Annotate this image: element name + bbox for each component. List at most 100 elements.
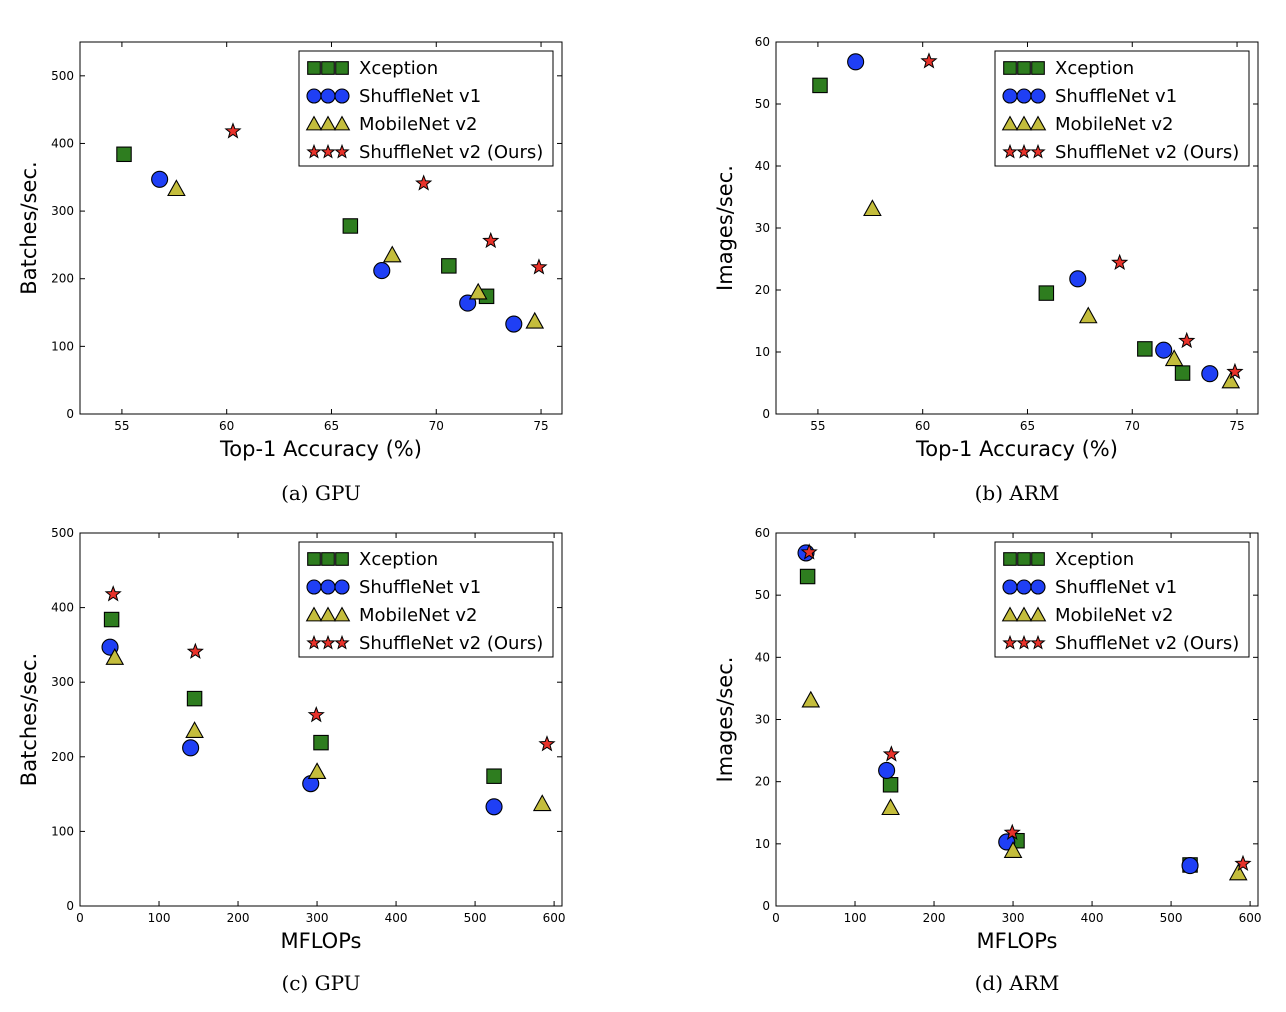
- y-tick-label: 60: [755, 35, 770, 49]
- subfigure-caption: (c) GPU: [281, 971, 360, 995]
- legend-marker: [333, 115, 351, 131]
- y-tick-label: 100: [51, 339, 74, 353]
- x-tick-label: 400: [1081, 911, 1104, 925]
- x-tick-label: 65: [1020, 419, 1035, 433]
- data-point: [801, 690, 821, 708]
- x-tick-label: 70: [1125, 419, 1140, 433]
- legend-marker: [307, 61, 321, 75]
- y-tick-label: 100: [51, 824, 74, 838]
- data-point: [1164, 349, 1184, 367]
- data-point: [307, 762, 327, 779]
- legend-marker: [1015, 606, 1033, 622]
- data-point: [1038, 285, 1055, 301]
- data-point: [1178, 331, 1196, 349]
- data-point: [182, 739, 200, 757]
- y-tick-label: 0: [762, 899, 770, 913]
- data-point: [1234, 854, 1252, 872]
- data-point: [525, 311, 545, 329]
- data-point: [313, 734, 329, 751]
- legend-marker: [305, 606, 323, 622]
- legend-marker: [333, 606, 351, 622]
- chart-panel-1: 55 60 65 70 75 0 10 20 30 40 50 60 Top-1 Accuracy (%…: [713, 35, 1259, 505]
- x-tick-label: 400: [385, 911, 408, 925]
- data-point: [1003, 823, 1021, 840]
- y-axis-label: Batches/sec.: [17, 653, 41, 786]
- legend-marker: [320, 143, 336, 159]
- y-tick-label: 0: [66, 407, 74, 421]
- legend-marker: [334, 634, 350, 650]
- x-tick-label: 100: [148, 911, 171, 925]
- legend-marker: [334, 143, 350, 159]
- y-tick-label: 400: [51, 136, 74, 150]
- y-tick-label: 30: [755, 713, 770, 727]
- x-axis-label: Top-1 Accuracy (%): [219, 437, 422, 461]
- legend-marker: [1002, 579, 1018, 595]
- legend-marker: [320, 88, 336, 104]
- x-axis-label: MFLOPs: [281, 929, 362, 953]
- data-point: [799, 568, 816, 585]
- y-axis-label: Images/sec.: [713, 165, 737, 291]
- legend-marker: [1003, 61, 1017, 75]
- data-point: [538, 735, 556, 752]
- data-point: [882, 777, 899, 793]
- data-point: [881, 798, 900, 816]
- data-point: [186, 690, 203, 707]
- legend-label: MobileNet v2: [359, 605, 477, 626]
- data-point: [485, 798, 503, 816]
- x-tick-label: 500: [1160, 911, 1183, 925]
- legend-marker: [1031, 61, 1045, 75]
- legend-marker: [1001, 115, 1019, 131]
- y-tick-label: 30: [755, 221, 770, 235]
- y-tick-label: 0: [66, 899, 74, 913]
- chart-panel-3: 0 100 200 300 400 500 600 0 10 20 30 40 50 60 MFLOPs Im…: [713, 526, 1262, 995]
- data-point: [1201, 365, 1219, 383]
- x-tick-label: 600: [1239, 911, 1262, 925]
- legend-label: MobileNet v2: [1055, 114, 1173, 135]
- x-tick-label: 55: [114, 419, 129, 433]
- y-axis-label: Batches/sec.: [17, 161, 41, 294]
- data-point: [382, 245, 402, 263]
- x-tick-label: 100: [844, 911, 867, 925]
- legend-marker: [320, 579, 336, 595]
- x-tick-label: 60: [219, 419, 234, 433]
- legend-marker: [1030, 579, 1046, 595]
- legend-marker: [1001, 606, 1019, 622]
- subfigure-caption: (d) ARM: [975, 971, 1060, 995]
- x-tick-label: 200: [923, 911, 946, 925]
- plot-frame: [79, 41, 563, 415]
- x-tick-label: 300: [1002, 911, 1025, 925]
- legend-marker: [1016, 579, 1032, 595]
- legend-marker: [1017, 61, 1031, 75]
- data-point: [307, 705, 325, 723]
- data-point: [1003, 841, 1023, 858]
- data-point: [104, 585, 122, 602]
- y-tick-label: 20: [755, 775, 770, 789]
- y-tick-label: 300: [51, 675, 74, 689]
- x-tick-label: 200: [227, 911, 250, 925]
- x-tick-label: 60: [915, 419, 930, 433]
- y-tick-label: 50: [755, 588, 770, 602]
- x-axis-label: MFLOPs: [977, 929, 1058, 953]
- data-point: [1221, 371, 1241, 389]
- y-tick-label: 10: [755, 345, 770, 359]
- data-point: [1226, 362, 1244, 380]
- data-point: [186, 642, 204, 659]
- y-tick-label: 40: [755, 159, 770, 173]
- data-point: [505, 315, 523, 333]
- y-tick-label: 50: [755, 97, 770, 111]
- data-point: [185, 721, 204, 738]
- data-point: [878, 761, 896, 780]
- legend-marker: [321, 552, 335, 566]
- legend-label: ShuffleNet v1: [1055, 86, 1177, 107]
- x-tick-label: 600: [543, 911, 566, 925]
- legend-marker: [1002, 143, 1018, 159]
- data-point: [1174, 365, 1191, 381]
- data-point: [530, 258, 548, 275]
- y-tick-label: 300: [51, 204, 74, 218]
- x-tick-label: 75: [1229, 419, 1244, 433]
- x-tick-label: 55: [810, 419, 825, 433]
- legend-label: ShuffleNet v1: [1055, 577, 1177, 598]
- data-point: [468, 282, 488, 300]
- data-point: [532, 794, 552, 812]
